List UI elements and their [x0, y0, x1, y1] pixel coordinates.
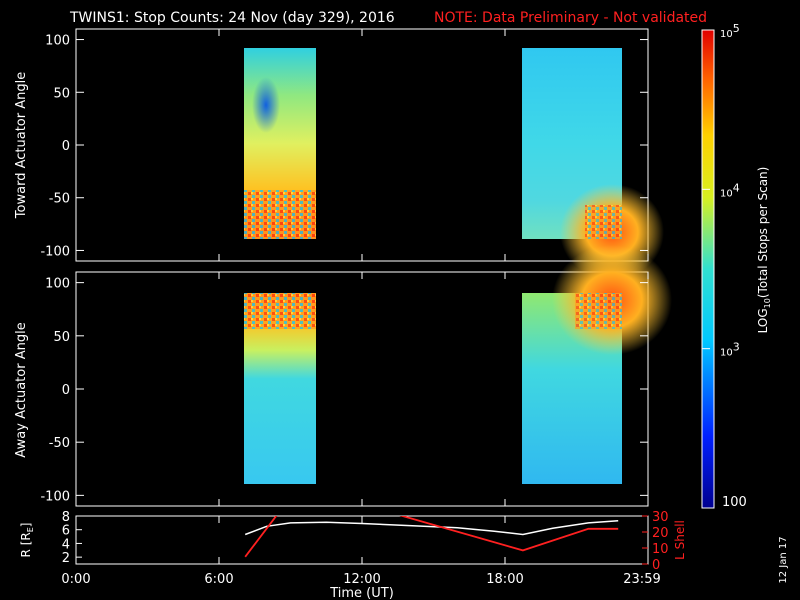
- l-shell-line: [244, 516, 619, 558]
- xtick-label: 6:00: [204, 572, 233, 587]
- ytick-label: 50: [53, 330, 70, 345]
- panel-away-data: [244, 245, 672, 484]
- colorbar: 105 104 103 100 LOG10(Total Stops per Scan…: [701, 22, 772, 510]
- ytick-label: 0: [62, 383, 70, 398]
- date-stamp: 12 Jan 17: [778, 536, 789, 583]
- colorbar-label: LOG10(Total Stops per Scan): [756, 167, 772, 334]
- ytick-label: 4: [62, 537, 70, 552]
- toward-noise-region-2: [585, 205, 622, 239]
- ytick-label: 6: [62, 524, 70, 539]
- xtick-label: 0:00: [61, 572, 90, 587]
- ytick-label: 100: [45, 277, 70, 292]
- ytick-label: -100: [40, 489, 70, 504]
- xtick-label: 18:00: [486, 572, 523, 587]
- ytick-label: 2: [62, 551, 70, 566]
- panel-ephemeris-ylabel-right: L Shell: [673, 520, 687, 560]
- colorbar-tick-label: 105: [720, 22, 740, 40]
- ephemeris-series: [244, 516, 619, 558]
- panel-away: 100 50 0 -50 -100 Away Actuator Angle: [14, 245, 672, 507]
- x-axis-ticks: 0:00 6:00 12:00 18:00 23:59: [61, 29, 661, 587]
- panel-away-yticks: 100 50 0 -50 -100: [40, 277, 648, 504]
- panel-toward-yticks: 100 50 0 -50 -100: [40, 34, 648, 259]
- colorbar-tick-label: 103: [720, 341, 740, 359]
- colorbar-tick-label: 104: [720, 181, 740, 199]
- ytick-label: -50: [49, 436, 70, 451]
- panel-ephemeris-ylabel: R [RE]: [19, 523, 35, 558]
- radius-line: [244, 520, 619, 536]
- x-axis-label: Time (UT): [329, 586, 394, 600]
- colorbar-ticks: 105 104 103: [702, 22, 740, 359]
- preliminary-note: NOTE: Data Preliminary - Not validated: [434, 10, 707, 26]
- xtick-label: 23:59: [623, 572, 660, 587]
- ytick-label-right: 10: [652, 542, 669, 557]
- ytick-label: 50: [53, 86, 70, 101]
- chart-title: TWINS1: Stop Counts: 24 Nov (day 329), 2…: [69, 10, 395, 26]
- ytick-label-right: 0: [652, 558, 660, 573]
- ytick-label: 8: [62, 510, 70, 525]
- ytick-label: 100: [45, 34, 70, 49]
- ytick-label: -100: [40, 244, 70, 259]
- colorbar-bottom-label: 100: [722, 495, 747, 510]
- panel-away-ylabel: Away Actuator Angle: [14, 322, 29, 457]
- ytick-label: 0: [62, 139, 70, 154]
- ytick-label: -50: [49, 192, 70, 207]
- ytick-label-right: 30: [652, 510, 669, 525]
- panel-toward-ylabel: Toward Actuator Angle: [14, 72, 29, 219]
- away-noise-region-2: [575, 293, 622, 329]
- away-noise-region: [244, 293, 316, 329]
- xtick-label: 12:00: [343, 572, 380, 587]
- ytick-label-right: 20: [652, 526, 669, 541]
- toward-low-count-region: [252, 77, 280, 133]
- panel-toward: 100 50 0 -50 -100 Toward Actuator Angle: [14, 28, 664, 280]
- toward-noise-region: [244, 190, 316, 239]
- colorbar-scale: [701, 29, 715, 509]
